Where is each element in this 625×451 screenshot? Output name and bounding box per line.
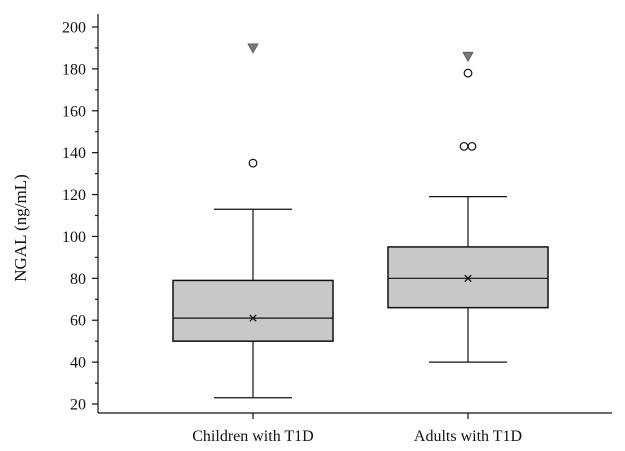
y-tick-label: 20: [70, 397, 86, 414]
iqr-box: [387, 246, 549, 309]
y-tick-label: 180: [62, 61, 86, 78]
plot-area: [172, 43, 549, 399]
y-axis: 20 40 60 80 100 120 140 160 180 200: [62, 14, 99, 414]
extreme-point: [462, 51, 474, 63]
mean-marker: [249, 314, 257, 322]
outlier-point: [467, 141, 477, 151]
x-tick-label: Adults with T1D: [414, 428, 522, 445]
y-tick-label: 160: [62, 103, 86, 120]
mean-marker: [464, 274, 472, 282]
y-tick-label: 200: [62, 20, 86, 37]
y-tick-label: 120: [62, 187, 86, 204]
extreme-point: [247, 43, 259, 54]
x-tick-label: Children with T1D: [192, 428, 313, 445]
outlier-point: [459, 141, 469, 151]
x-axis: Children with T1D Adults with T1D: [98, 412, 612, 445]
y-tick-label: 40: [70, 355, 86, 372]
box-group: [387, 51, 549, 363]
y-tick-label: 80: [70, 271, 86, 288]
outlier-point: [248, 158, 258, 168]
outlier-point: [463, 68, 473, 78]
box-group: [172, 43, 334, 399]
y-tick-label: 140: [62, 145, 86, 162]
y-tick-label: 60: [70, 313, 86, 330]
y-axis-title: NGAL (ng/mL): [11, 174, 30, 282]
y-tick-label: 100: [62, 229, 86, 246]
iqr-box: [172, 279, 334, 342]
